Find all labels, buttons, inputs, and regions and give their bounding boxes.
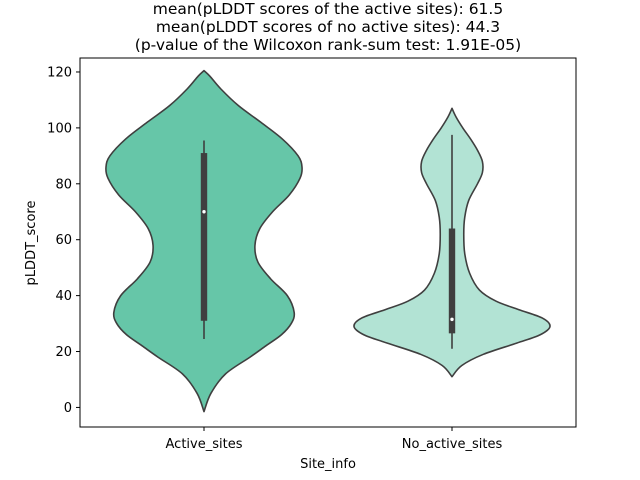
y-tick-label: 120 <box>47 65 72 80</box>
y-tick-label: 20 <box>55 345 72 360</box>
y-axis-label: pLDDT_score <box>24 201 39 286</box>
x-tick-label: Active_sites <box>166 437 243 452</box>
chart-title-line-2: mean(pLDDT scores of no active sites): 4… <box>156 18 500 36</box>
axes-frame <box>79 57 577 428</box>
chart-title-line-1: mean(pLDDT scores of the active sites): … <box>153 0 503 18</box>
y-tick-label: 0 <box>64 401 72 416</box>
y-tick-label: 100 <box>47 121 72 136</box>
y-tick-label: 60 <box>55 233 72 248</box>
chart-title-line-3: (p-value of the Wilcoxon rank-sum test: … <box>135 36 521 54</box>
violin-iqr-box <box>200 153 208 321</box>
y-tick-label: 80 <box>55 177 72 192</box>
x-tick-label: No_active_sites <box>402 437 503 452</box>
plot-area <box>105 69 551 413</box>
x-axis-label: Site_info <box>300 457 356 472</box>
violin-iqr-box <box>448 228 456 334</box>
x-axis: Active_sites No_active_sites <box>166 427 503 452</box>
violin-median-dot <box>202 210 206 214</box>
y-tick-label: 40 <box>55 289 72 304</box>
violin-median-dot <box>450 317 454 322</box>
y-axis: 0 20 40 60 80 100 120 <box>47 65 80 416</box>
